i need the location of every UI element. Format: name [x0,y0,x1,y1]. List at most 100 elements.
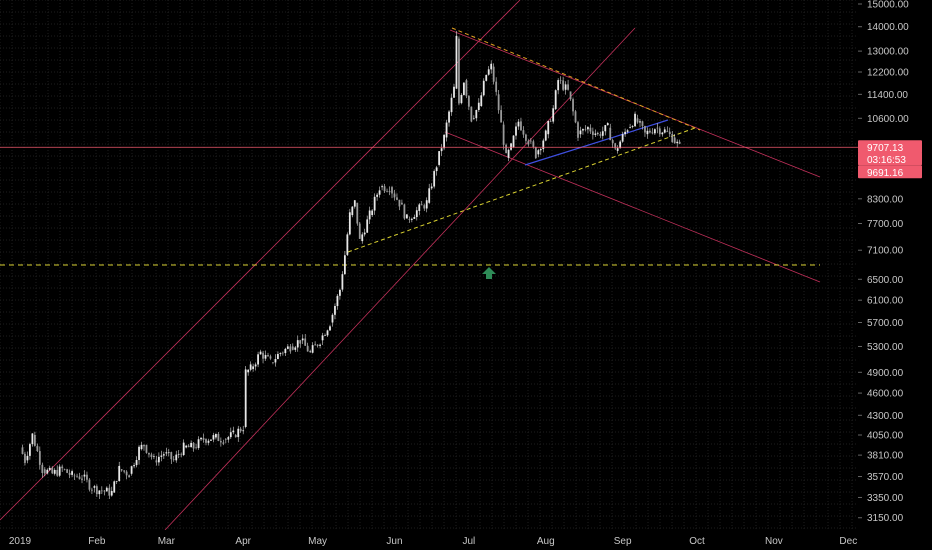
price-candle-body [113,481,116,493]
price-candle-body [371,210,374,216]
price-candle-body [515,126,517,136]
price-candle-body [103,490,106,492]
price-candle-body [658,128,661,135]
price-candle-body [58,466,61,476]
price-tick-label: 11400.00 [867,90,908,101]
time-tick-label: Feb [88,536,106,547]
price-candle-body [624,131,627,135]
price-candle-body [86,474,88,480]
price-candle-body [572,99,574,112]
price-candle-body [460,94,463,104]
resistance-dashed-line [451,27,701,131]
price-candle-body [145,444,148,453]
price-candle-body [155,460,158,463]
price-candle-body [497,94,500,111]
time-axis-panel[interactable] [0,530,858,550]
time-tick-label: Jun [386,536,402,547]
price-candle-body [56,469,59,476]
price-candle-body [463,82,465,95]
price-tick-label: 4600.00 [867,389,904,400]
price-candle-body [51,467,54,474]
price-candle-body [314,344,317,346]
price-candle-body [254,364,257,367]
annotations [0,146,858,279]
price-candle-body [525,134,527,141]
price-candle-body [358,223,361,239]
price-candle-body [301,338,304,341]
price-candle-body [321,335,324,341]
price-candle-body [589,127,592,132]
price-candle-body [445,122,448,138]
price-candle-body [296,340,299,348]
price-candle-body [281,352,284,354]
price-candle-body [529,140,532,142]
price-candle-body [653,129,656,134]
price-candle-body [277,353,279,360]
price-candle-body [562,80,565,90]
price-candle-body [348,212,351,235]
price-candle-body [33,435,36,446]
price-candle-body [346,234,349,255]
price-candle-body [180,454,183,456]
price-candle-body [289,346,292,352]
price-candle-body [222,442,225,444]
price-candle-body [319,344,321,346]
price-candle-body [68,472,71,475]
price-candle-body [36,445,39,452]
price-candle-body [100,490,103,492]
price-candle-body [140,444,143,450]
price-candle-body [91,489,93,491]
price-candle-body [128,475,131,478]
price-candle-body [182,442,185,456]
price-candle-body [234,435,237,438]
price-candle-body [53,469,56,474]
price-candle-body [599,134,602,136]
price-candle-body [393,193,396,198]
price-candle-body [343,255,346,275]
price-candle-body [249,364,252,370]
time-tick-label: Mar [158,536,176,547]
price-candle-body [453,86,455,98]
price-candle-body [383,186,386,192]
price-candle-body [148,452,150,455]
price-candle-body [48,467,51,470]
price-candle-body [386,191,388,192]
price-candle-body [415,210,418,218]
time-tick-label: Apr [235,536,251,547]
up-arrow-icon [482,267,496,279]
countdown-badge-label: 03:16:53 [867,155,906,166]
price-candle-body [420,204,423,206]
price-candle-body [202,437,205,440]
price-candle-body [291,346,294,350]
price-candle-body [239,428,242,432]
price-candle-body [110,491,113,496]
last-price-badge-box [858,165,922,179]
price-candle-body [368,210,371,220]
time-tick-label: Sep [614,536,632,547]
price-candle-body [639,121,641,123]
price-tick-label: 3570.00 [867,472,904,483]
price-candle-body [430,186,433,189]
price-candle-body [517,121,520,127]
price-axis: 15000.00 14000.00 13000.00 12200.00 11400.00… [858,0,909,524]
price-candle-body [621,134,624,142]
price-candle-body [167,452,170,453]
price-candle-body [108,487,111,496]
price-tick-label: 7700.00 [867,219,904,230]
price-candle-body [299,340,302,344]
price-candle-body [606,123,609,126]
price-tick-label: 4050.00 [867,431,904,442]
price-candle-body [215,433,217,438]
price-candle-body [413,217,416,219]
price-axis-panel[interactable] [858,0,932,550]
price-tick-label: 15000.00 [867,0,909,11]
descending-channel-lower [444,131,821,283]
price-candle-body [472,118,475,119]
price-candle-body [43,469,46,474]
price-candle-body [157,456,160,463]
price-candle-body [507,149,510,158]
price-candle-body [487,69,490,75]
price-candle-body [207,440,210,443]
price-candle-body [187,445,190,448]
